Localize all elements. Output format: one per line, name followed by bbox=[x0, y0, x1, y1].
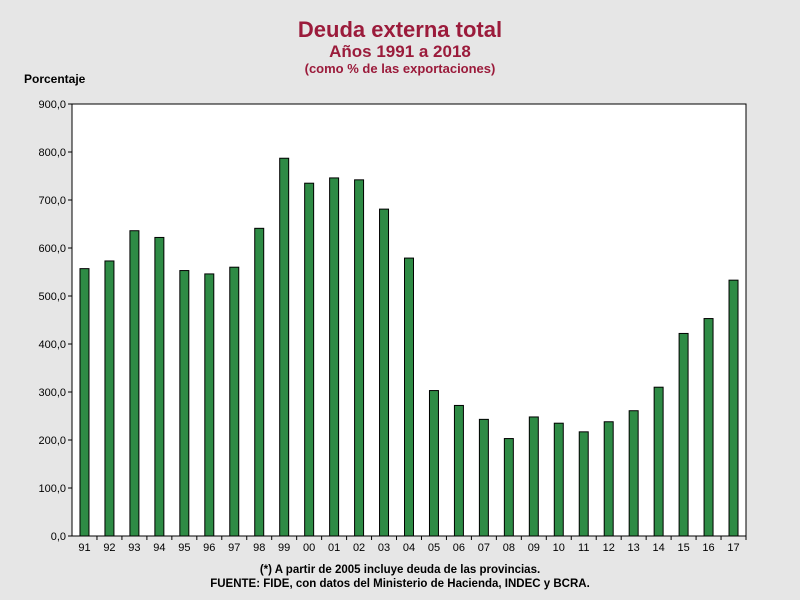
x-tick-label: 93 bbox=[128, 542, 140, 554]
bar bbox=[628, 410, 639, 537]
y-tick-label: 300,0 bbox=[38, 387, 66, 399]
bar bbox=[603, 421, 614, 537]
y-tick-label: 0,0 bbox=[51, 531, 66, 543]
y-tick-label: 500,0 bbox=[38, 291, 66, 303]
bar bbox=[254, 227, 265, 537]
bar bbox=[229, 266, 240, 537]
bar bbox=[478, 418, 489, 537]
x-tick-label: 95 bbox=[178, 542, 190, 554]
x-tick-label: 06 bbox=[453, 542, 465, 554]
footer-note: (*) A partir de 2005 incluye deuda de la… bbox=[259, 564, 541, 576]
y-tick-label: 200,0 bbox=[38, 435, 66, 447]
x-tick-label: 09 bbox=[528, 542, 540, 554]
bar bbox=[179, 270, 190, 537]
x-tick-label: 92 bbox=[103, 542, 115, 554]
x-tick-label: 12 bbox=[603, 542, 615, 554]
y-tick-label: 900,0 bbox=[38, 99, 66, 111]
x-tick-label: 02 bbox=[353, 542, 365, 554]
bar bbox=[678, 332, 689, 537]
chart-subtitle: Años 1991 a 2018 bbox=[329, 42, 471, 61]
bar bbox=[279, 157, 290, 537]
x-tick-label: 94 bbox=[153, 542, 165, 554]
x-tick-label: 99 bbox=[278, 542, 290, 554]
bar bbox=[528, 416, 539, 537]
bar bbox=[428, 390, 439, 537]
bar bbox=[354, 179, 365, 537]
x-tick-label: 01 bbox=[328, 542, 340, 554]
x-tick-label: 05 bbox=[428, 542, 440, 554]
x-tick-label: 08 bbox=[503, 542, 515, 554]
x-tick-label: 16 bbox=[702, 542, 714, 554]
bar bbox=[653, 386, 664, 537]
x-tick-label: 13 bbox=[628, 542, 640, 554]
y-tick-label: 600,0 bbox=[38, 243, 66, 255]
bar bbox=[578, 431, 589, 537]
y-tick-label: 400,0 bbox=[38, 339, 66, 351]
footer: (*) A partir de 2005 incluye deuda de la… bbox=[0, 563, 800, 591]
x-tick-label: 04 bbox=[403, 542, 415, 554]
bar bbox=[728, 279, 739, 537]
bar bbox=[453, 404, 464, 537]
bar bbox=[503, 438, 514, 537]
x-tick-label: 17 bbox=[727, 542, 739, 554]
x-tick-label: 97 bbox=[228, 542, 240, 554]
x-tick-label: 07 bbox=[478, 542, 490, 554]
bar bbox=[154, 236, 165, 537]
x-tick-label: 98 bbox=[253, 542, 265, 554]
bar bbox=[553, 422, 564, 537]
x-tick-label: 00 bbox=[303, 542, 315, 554]
bar bbox=[129, 230, 140, 537]
bar bbox=[79, 268, 90, 537]
bar bbox=[329, 177, 340, 537]
x-tick-label: 91 bbox=[78, 542, 90, 554]
x-tick-label: 11 bbox=[578, 542, 589, 554]
x-tick-label: 03 bbox=[378, 542, 390, 554]
chart-title: Deuda externa total bbox=[297, 17, 503, 42]
y-tick-label: 800,0 bbox=[38, 147, 66, 159]
chart-subtitle-units: (como % de las exportaciones) bbox=[304, 61, 496, 76]
y-axis-label: Porcentaje bbox=[24, 72, 86, 86]
y-tick-label: 100,0 bbox=[38, 483, 66, 495]
y-tick-label: 700,0 bbox=[38, 195, 66, 207]
footer-source: FUENTE: FIDE, con datos del Ministerio d… bbox=[210, 578, 590, 590]
bar bbox=[703, 318, 714, 537]
x-tick-label: 10 bbox=[553, 542, 565, 554]
bar bbox=[304, 182, 315, 537]
x-tick-label: 14 bbox=[653, 542, 665, 554]
bar bbox=[204, 273, 215, 537]
x-tick-label: 15 bbox=[677, 542, 689, 554]
title-block: Deuda externa total Años 1991 a 2018 (co… bbox=[0, 17, 800, 77]
bar bbox=[404, 257, 414, 537]
bar bbox=[104, 260, 115, 537]
bar bbox=[379, 208, 390, 537]
x-tick-label: 96 bbox=[203, 542, 215, 554]
